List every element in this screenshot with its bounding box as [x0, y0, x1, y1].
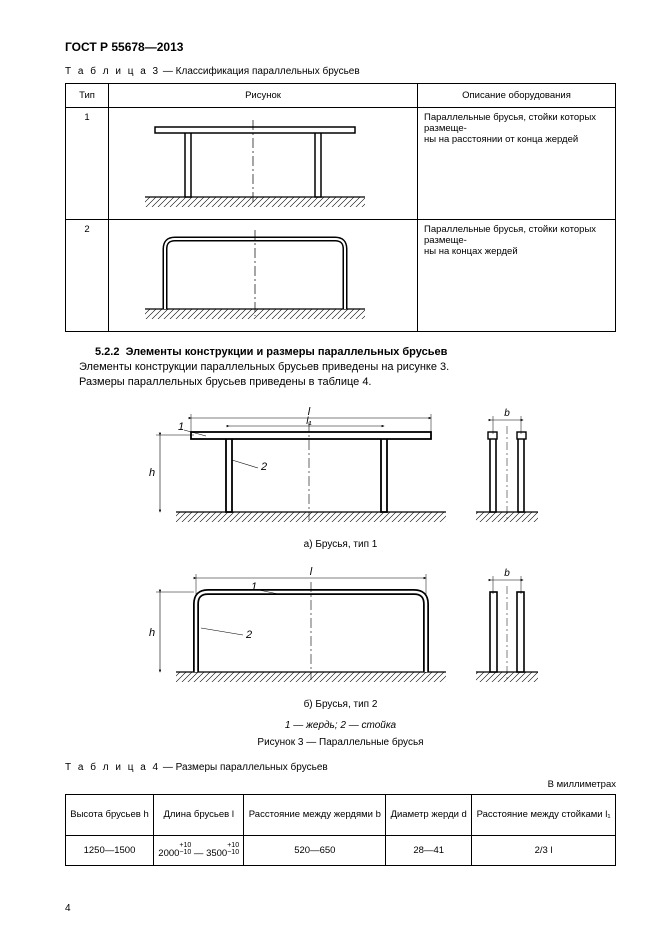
- table3-row1: 1: [66, 108, 616, 220]
- figure3a-caption: а) Брусья, тип 1: [65, 539, 616, 550]
- t4-c1: 1250—1500: [66, 835, 154, 865]
- bars-type1-dim-icon: l l₁ h 1 2: [126, 400, 556, 530]
- t4-h1: Высота брусьев h: [66, 794, 154, 835]
- table3-caption: Т а б л и ц а 3 — Классификация параллел…: [65, 66, 616, 77]
- table3-h-desc: Описание оборудования: [418, 84, 616, 108]
- section-line2: Размеры параллельных брусьев приведены в…: [79, 376, 372, 388]
- page-number: 4: [65, 903, 71, 914]
- t4-h2-text: Длина брусьев l: [163, 809, 234, 820]
- t4-h4-text: Диаметр жерди d: [391, 809, 467, 820]
- t4-l2-base: 3500: [206, 848, 227, 859]
- figure3b: l h 1 2 b: [65, 560, 616, 693]
- table3-r2-fig: [109, 220, 418, 332]
- bars-type2-small-icon: [115, 224, 395, 324]
- dim-l-b: l: [309, 566, 312, 578]
- t4-l1-base: 2000: [158, 848, 179, 859]
- label-1: 1: [178, 421, 184, 433]
- t4-c4: 28—41: [386, 835, 472, 865]
- label-1b: 1: [251, 581, 257, 593]
- table3-row2: 2 Параллельные брусья, стойки которых ра…: [66, 220, 616, 332]
- t4-h4: Диаметр жерди d: [386, 794, 472, 835]
- figure3b-caption: б) Брусья, тип 2: [65, 699, 616, 710]
- document-header: ГОСТ Р 55678—2013: [65, 40, 616, 54]
- label-2: 2: [260, 461, 267, 473]
- table3-r1-desc: Параллельные брусья, стойки которых разм…: [418, 108, 616, 220]
- dim-h-b: h: [148, 627, 154, 639]
- table4-row: 1250—1500 2000+10−10 — 3500+10−10 520—65…: [66, 835, 616, 865]
- dim-b: b: [504, 408, 510, 419]
- section-5-2-2-title: 5.2.2 Элементы конструкции и размеры пар…: [95, 346, 616, 358]
- section-title: Элементы конструкции и размеры параллель…: [126, 346, 448, 358]
- t4-h1-text: Высота брусьев h: [70, 809, 148, 820]
- label-2b: 2: [245, 629, 252, 641]
- t4-c3: 520—650: [244, 835, 386, 865]
- table4-caption: Т а б л и ц а 4 — Размеры параллельных б…: [65, 762, 616, 773]
- section-line1: Элементы конструкции параллельных брусье…: [79, 361, 449, 373]
- table3-r1-fig: [109, 108, 418, 220]
- table3-r2-desc: Параллельные брусья, стойки которых разм…: [418, 220, 616, 332]
- section-num: 5.2.2: [95, 346, 119, 358]
- tol2-top: +10: [227, 842, 239, 849]
- tol1: +10−10: [179, 842, 191, 856]
- bars-type2-dim-icon: l h 1 2 b: [126, 560, 556, 690]
- dim-l1: l₁: [306, 416, 311, 427]
- table3-h-fig: Рисунок: [109, 84, 418, 108]
- t4-h5: Расстояние между стойками l₁: [472, 794, 616, 835]
- figure3-legend: 1 — жердь; 2 — стойка: [65, 720, 616, 731]
- t4-h2: Длина брусьев l: [154, 794, 244, 835]
- table3-r1-tip: 1: [66, 108, 109, 220]
- section-body: Элементы конструкции параллельных брусье…: [79, 360, 616, 390]
- t4-h3: Расстояние между жердями b: [244, 794, 386, 835]
- page: ГОСТ Р 55678—2013 Т а б л и ц а 3 — Клас…: [0, 0, 661, 936]
- table4-caption-rest: — Размеры параллельных брусьев: [160, 762, 328, 773]
- table3-h-tip: Тип: [66, 84, 109, 108]
- dim-h: h: [148, 467, 154, 479]
- table4-units: В миллиметрах: [65, 779, 616, 790]
- t4-h3-text: Расстояние между жердями b: [249, 809, 381, 820]
- t4-c2: 2000+10−10 — 3500+10−10: [154, 835, 244, 865]
- t4-h5-text: Расстояние между стойками l₁: [477, 809, 611, 820]
- tol1-bot: −10: [179, 849, 191, 856]
- table4: Высота брусьев h Длина брусьев l Расстоя…: [65, 794, 616, 866]
- table4-caption-spaced: Т а б л и ц а 4: [65, 762, 160, 773]
- table3: Тип Рисунок Описание оборудования 1: [65, 83, 616, 332]
- table3-r2-tip: 2: [66, 220, 109, 332]
- table3-caption-rest: — Классификация параллельных брусьев: [160, 66, 360, 77]
- tol2-bot: −10: [227, 849, 239, 856]
- bars-type1-small-icon: [115, 112, 395, 212]
- t4-c5: 2/3 l: [472, 835, 616, 865]
- figure3a: l l₁ h 1 2: [65, 400, 616, 533]
- tol1-top: +10: [179, 842, 191, 849]
- table3-caption-spaced: Т а б л и ц а 3: [65, 66, 160, 77]
- table4-header-row: Высота брусьев h Длина брусьев l Расстоя…: [66, 794, 616, 835]
- figure3-title: Рисунок 3 — Параллельные брусья: [65, 737, 616, 748]
- table3-header-row: Тип Рисунок Описание оборудования: [66, 84, 616, 108]
- tol2: +10−10: [227, 842, 239, 856]
- dim-b-b: b: [504, 568, 510, 579]
